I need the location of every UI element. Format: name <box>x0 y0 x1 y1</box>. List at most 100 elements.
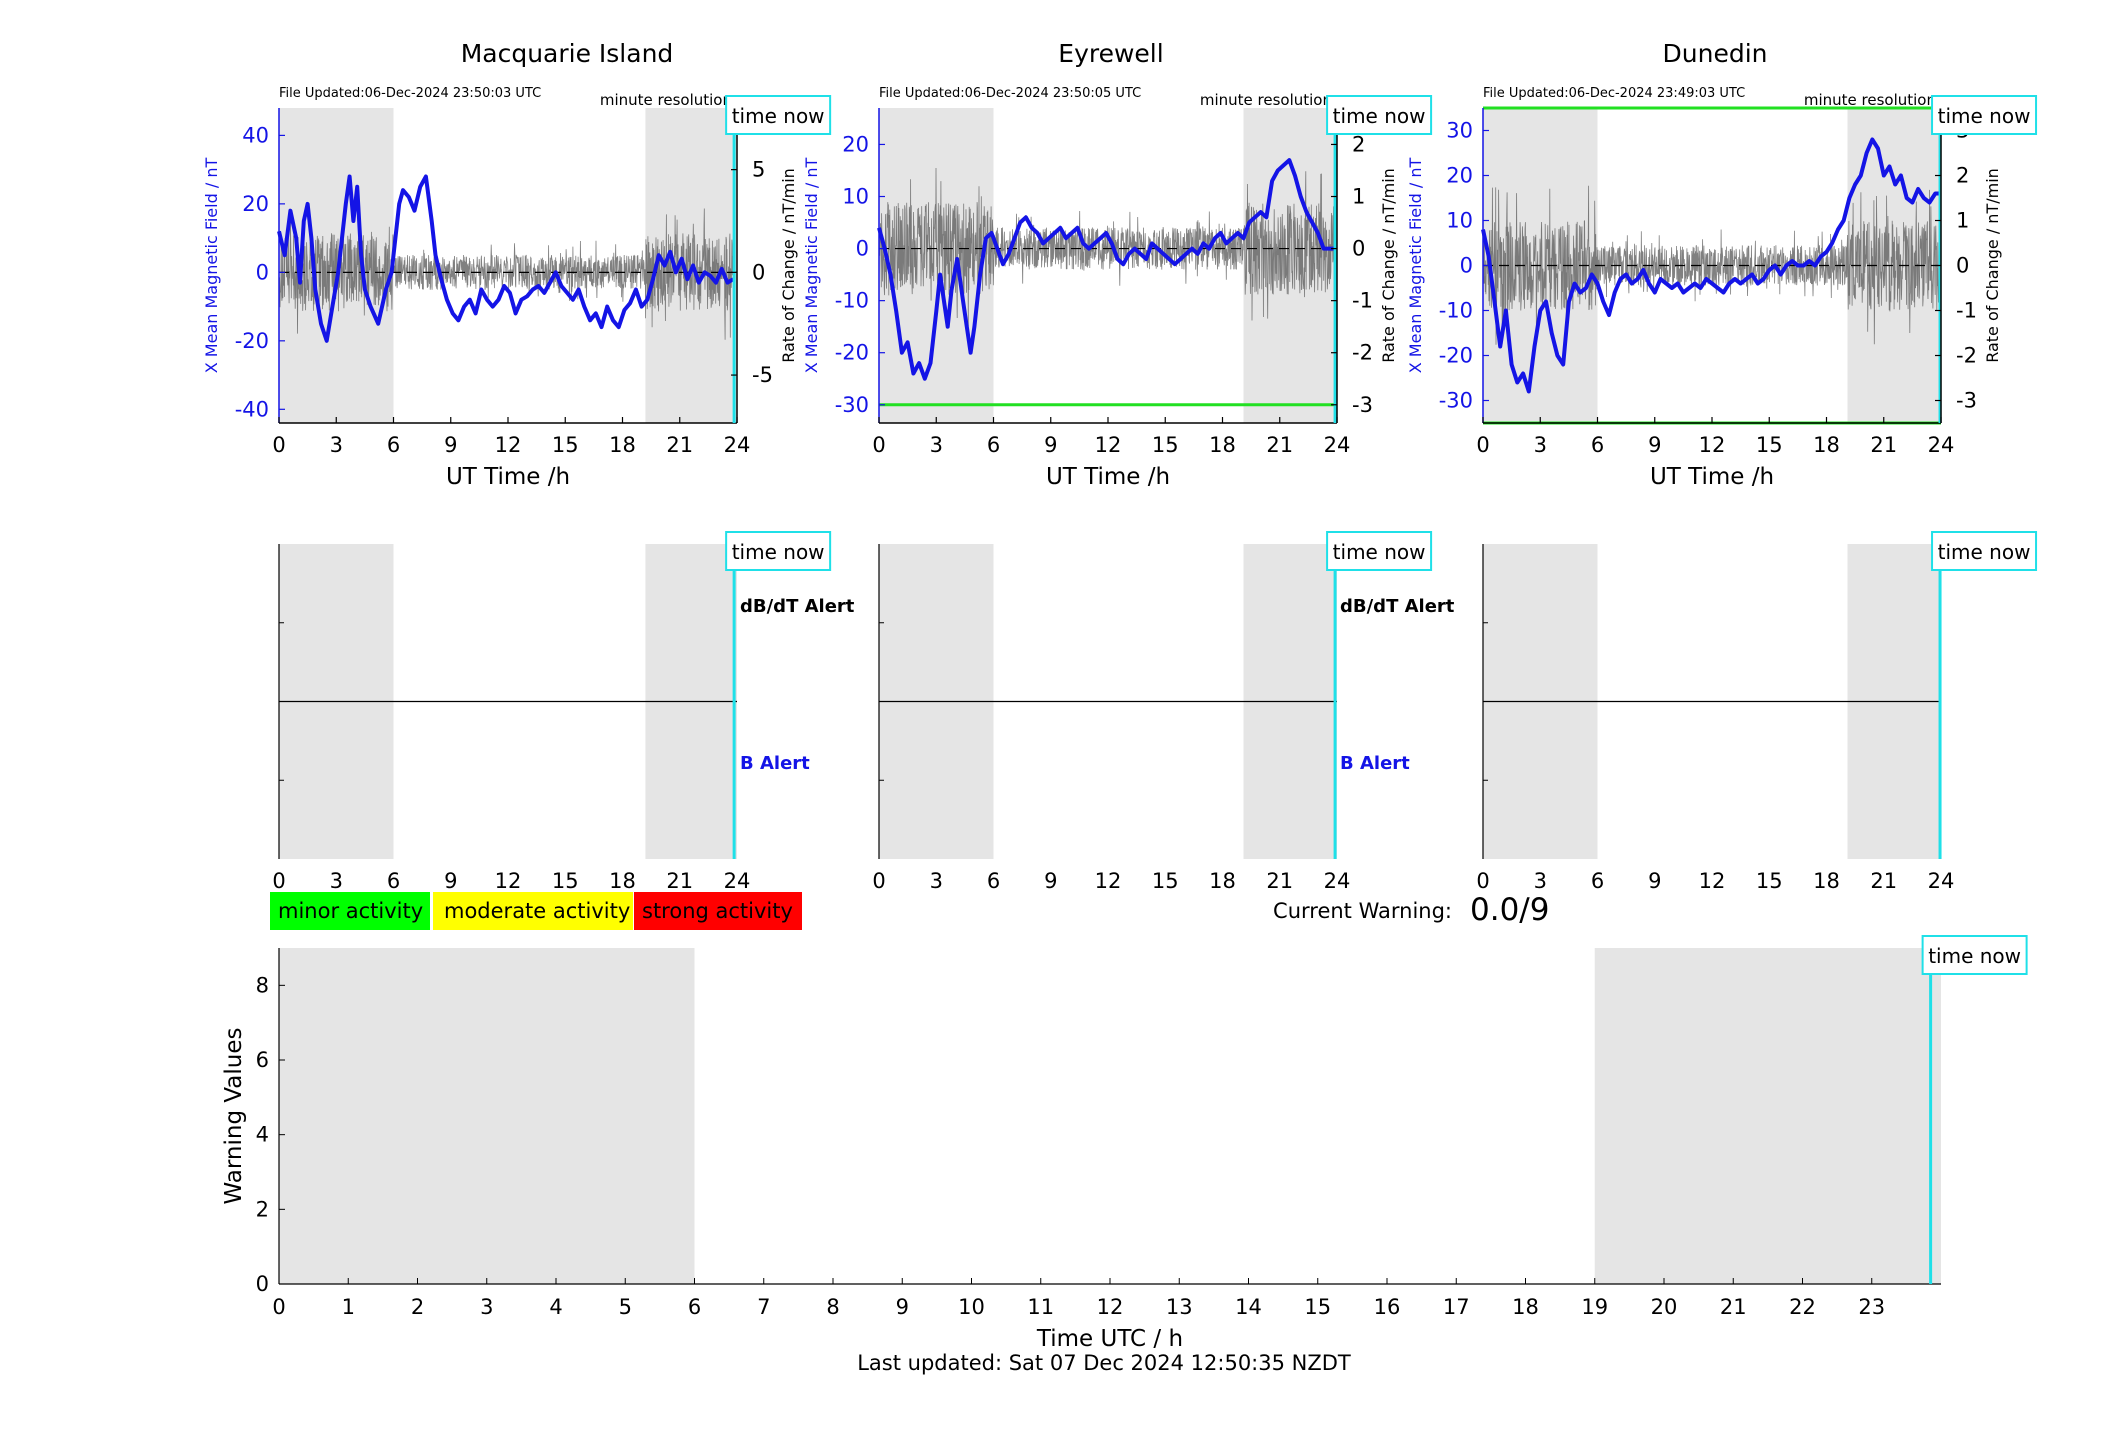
legend-minor-swatch <box>270 892 430 930</box>
x-tick-label: 9 <box>444 433 457 457</box>
x-tick-label: 12 <box>1699 433 1726 457</box>
x-tick-label: 9 <box>1648 433 1661 457</box>
x-tick-label: 6 <box>987 433 1000 457</box>
y-tick-label: -40 <box>235 397 269 421</box>
y-tick-label: -20 <box>235 329 269 353</box>
x-tick-label: 8 <box>826 1295 839 1319</box>
x-tick-label: 6 <box>987 869 1000 893</box>
y-tick-label: 20 <box>242 192 269 216</box>
y-tick-label: -20 <box>835 341 869 365</box>
x-tick-label: 19 <box>1581 1295 1608 1319</box>
warning-values-chart: 0 1 2 3 4 5 6 7 8 9 10 11 12 13 14 15 16 17 18 19 20 21 22 2302… <box>221 935 2028 1352</box>
y-tick-label: -30 <box>835 393 869 417</box>
b-alert-label: B Alert <box>740 753 810 774</box>
field-chart-macquarie: 0 3 6 9 12 15 18 21 24 -40 -20 0 20 40 -5 0 5 UT Time /h X… <box>202 86 832 490</box>
x-tick-label: 18 <box>609 433 636 457</box>
x-tick-label: 15 <box>1152 433 1179 457</box>
y-tick-label: 40 <box>242 123 269 147</box>
x-axis-label: UT Time /h <box>1046 464 1170 490</box>
x-tick-label: 4 <box>549 1295 562 1319</box>
time-now-label: time now <box>1333 104 1426 128</box>
y2-tick-label: 2 <box>1352 132 1365 156</box>
y-tick-label: -30 <box>1439 389 1473 413</box>
x-tick-label: 7 <box>757 1295 770 1319</box>
time-now-box <box>1931 95 2038 135</box>
night-band <box>1594 948 1941 1284</box>
y2-tick-label: -1 <box>1352 289 1373 313</box>
y2-tick-label: -3 <box>1956 389 1977 413</box>
x-tick-label: 6 <box>387 869 400 893</box>
x-tick-label: 9 <box>896 1295 909 1319</box>
x-tick-label: 21 <box>1870 869 1897 893</box>
x-tick-label: 6 <box>1591 869 1604 893</box>
time-now-box <box>725 531 832 571</box>
y2-tick-label: 0 <box>752 260 765 284</box>
x-tick-label: 3 <box>1534 869 1547 893</box>
y-tick-label: 10 <box>1446 209 1473 233</box>
x-tick-label: 0 <box>1476 869 1489 893</box>
y-axis-label: X Mean Magnetic Field / nT <box>802 158 821 374</box>
y-tick-label: 0 <box>1460 254 1473 278</box>
x-tick-label: 9 <box>1648 869 1661 893</box>
y2-tick-label: 2 <box>1956 164 1969 188</box>
x-tick-label: 18 <box>1512 1295 1539 1319</box>
x-tick-label: 1 <box>342 1295 355 1319</box>
station-panel-macquarie: Macquarie Island 0 3 6 9 12 15 18 21 24 -40 -20 0 20… <box>202 39 855 893</box>
x-tick-label: 15 <box>1304 1295 1331 1319</box>
y-tick-label: 30 <box>1446 119 1473 143</box>
y2-axis-label: Rate of Change / nT/min <box>1379 168 1398 363</box>
night-band <box>879 108 994 423</box>
x-tick-label: 3 <box>330 433 343 457</box>
x-tick-label: 15 <box>552 433 579 457</box>
x-tick-label: 11 <box>1027 1295 1054 1319</box>
x-tick-label: 0 <box>872 869 885 893</box>
y2-tick-label: -1 <box>1956 299 1977 323</box>
x-tick-label: 15 <box>1756 433 1783 457</box>
b-alert-label: B Alert <box>1340 753 1410 774</box>
alert-panel-dunedin: 0 3 6 9 12 15 18 21 24 time now <box>1476 531 2038 893</box>
file-updated-label: File Updated:06-Dec-2024 23:50:03 UTC <box>279 86 541 101</box>
x-tick-label: 9 <box>1044 433 1057 457</box>
x-tick-label: 3 <box>1534 433 1547 457</box>
x-tick-label: 16 <box>1374 1295 1401 1319</box>
y-tick-label: -10 <box>835 289 869 313</box>
x-tick-label: 18 <box>609 869 636 893</box>
time-now-label: time now <box>732 104 825 128</box>
x-tick-label: 0 <box>1476 433 1489 457</box>
x-tick-label: 24 <box>1324 869 1351 893</box>
resolution-label: minute resolution <box>1804 91 1936 109</box>
y2-tick-label: -3 <box>1352 393 1373 417</box>
y-tick-label: 20 <box>842 132 869 156</box>
station-title: Dunedin <box>1663 39 1768 68</box>
station-title: Macquarie Island <box>461 39 674 68</box>
legend-moderate-label: moderate activity <box>444 899 630 923</box>
y-tick-label: 8 <box>256 973 269 997</box>
x-tick-label: 12 <box>1097 1295 1124 1319</box>
y2-tick-label: 0 <box>1956 254 1969 278</box>
time-now-label: time now <box>1938 540 2031 564</box>
last-updated: Last updated: Sat 07 Dec 2024 12:50:35 N… <box>857 1351 1351 1375</box>
dbdt-alert-label: dB/dT Alert <box>740 596 855 617</box>
x-axis-label: Time UTC / h <box>1036 1326 1183 1352</box>
y-tick-label: -10 <box>1439 299 1473 323</box>
x-tick-label: 18 <box>1813 433 1840 457</box>
y2-tick-label: -2 <box>1956 344 1977 368</box>
current-warning-value: 0.0/9 <box>1470 892 1549 928</box>
x-tick-label: 12 <box>1699 869 1726 893</box>
y-tick-label: 0 <box>856 237 869 261</box>
y-tick-label: 10 <box>842 185 869 209</box>
time-now-label: time now <box>1938 104 2031 128</box>
alert-panel-eyrewell: 0 3 6 9 12 15 18 21 24 dB/dT Alert B Alert time now <box>872 531 1455 893</box>
alert-panel-macquarie: 0 3 6 9 12 15 18 21 24 dB/dT Alert B Alert time now <box>272 531 855 893</box>
y-tick-label: 0 <box>256 260 269 284</box>
x-tick-label: 22 <box>1789 1295 1816 1319</box>
time-now-label: time now <box>732 540 825 564</box>
x-axis-label: UT Time /h <box>1650 464 1774 490</box>
x-tick-label: 17 <box>1443 1295 1470 1319</box>
y-tick-label: 0 <box>256 1272 269 1296</box>
x-tick-label: 21 <box>1720 1295 1747 1319</box>
resolution-label: minute resolution <box>1200 91 1332 109</box>
y-tick-label: 4 <box>256 1123 269 1147</box>
x-tick-label: 21 <box>1266 433 1293 457</box>
